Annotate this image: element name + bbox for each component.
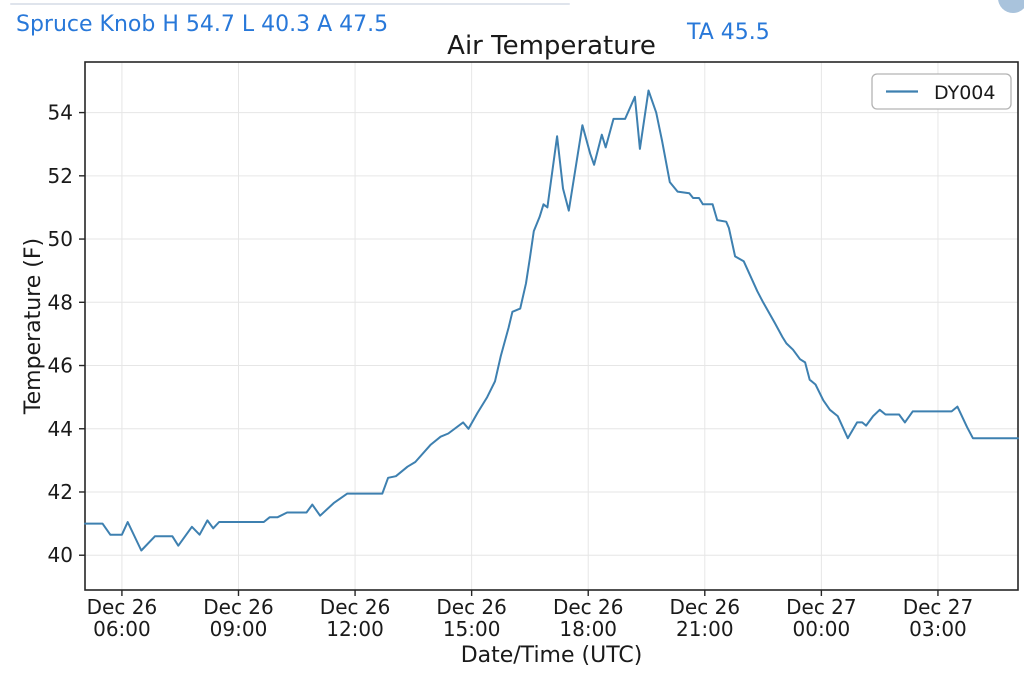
x-tick-label-time: 15:00 xyxy=(443,617,501,641)
x-tick-label-date: Dec 26 xyxy=(87,595,158,619)
chart-title: Air Temperature xyxy=(447,31,656,61)
series-line-dy004 xyxy=(84,89,1019,552)
x-tick-label-time: 00:00 xyxy=(793,617,851,641)
x-tick-label-time: 21:00 xyxy=(676,617,734,641)
x-axis-label: Date/Time (UTC) xyxy=(461,643,643,668)
y-tick-label: 44 xyxy=(48,417,73,441)
x-tick-label-time: 09:00 xyxy=(210,617,268,641)
legend-label: DY004 xyxy=(934,82,995,104)
x-tick-label-date: Dec 26 xyxy=(436,595,507,619)
x-tick-label-date: Dec 27 xyxy=(903,595,974,619)
x-tick-label-date: Dec 26 xyxy=(203,595,274,619)
y-tick-label: 40 xyxy=(48,543,73,567)
y-axis-label: Temperature (F) xyxy=(21,238,46,415)
floating-button-partial[interactable] xyxy=(998,0,1024,13)
y-tick-label: 50 xyxy=(48,227,73,251)
legend-box xyxy=(871,73,1012,110)
x-tick-label-time: 06:00 xyxy=(93,617,151,641)
x-tick-label-date: Dec 26 xyxy=(320,595,391,619)
ta-reading: TA 45.5 xyxy=(687,20,770,45)
x-tick-label-date: Dec 26 xyxy=(670,595,741,619)
y-tick-label: 54 xyxy=(48,101,73,125)
y-tick-label: 42 xyxy=(48,480,73,504)
x-tick-label-time: 18:00 xyxy=(559,617,617,641)
plot-border xyxy=(84,61,1019,591)
y-tick-label: 52 xyxy=(48,164,73,188)
x-tick-label-date: Dec 27 xyxy=(786,595,857,619)
x-tick-label-time: 03:00 xyxy=(909,617,967,641)
y-tick-label: 48 xyxy=(48,290,73,314)
x-tick-label-time: 12:00 xyxy=(326,617,384,641)
x-tick-label-date: Dec 26 xyxy=(553,595,624,619)
divider xyxy=(10,3,570,5)
y-tick-label: 46 xyxy=(48,354,73,378)
station-summary: Spruce Knob H 54.7 L 40.3 A 47.5 xyxy=(16,12,389,37)
